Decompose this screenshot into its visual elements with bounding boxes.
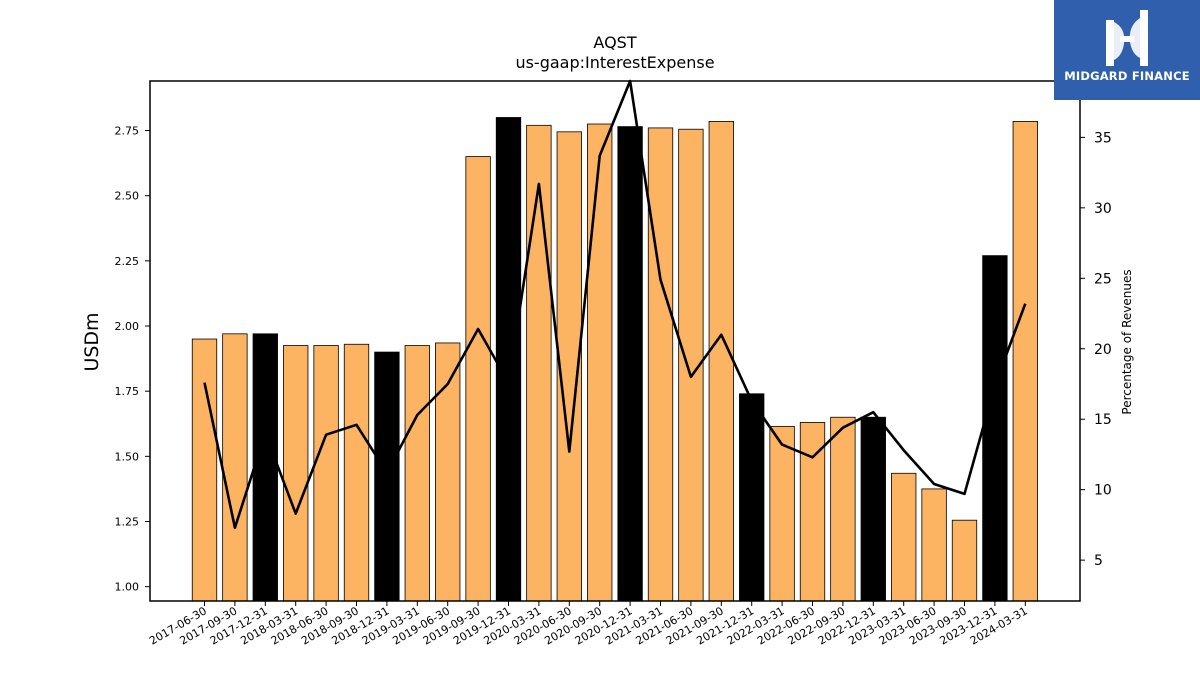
- bar-2022-03-31: [769, 425, 795, 602]
- bar-2022-06-30: [799, 422, 826, 602]
- bar-2019-12-31: [495, 117, 522, 602]
- bar-2023-12-31: [982, 255, 1008, 602]
- y-tick-label: 2.50: [115, 190, 140, 203]
- line-layer: [203, 79, 1027, 530]
- y2-tick-label: 5: [1094, 553, 1103, 569]
- bar-2017-09-30: [222, 333, 248, 602]
- bar-2018-03-31: [283, 345, 309, 602]
- bar-2018-12-31: [374, 351, 400, 602]
- y-tick-label: 1.50: [115, 450, 140, 463]
- logo-mark-icon: [1106, 10, 1148, 66]
- y-axis-label: USDm: [81, 312, 103, 371]
- y-tick-label: 2.25: [115, 255, 140, 268]
- y-tick-label: 1.00: [115, 581, 140, 594]
- y-tick-label: 2.75: [115, 125, 140, 138]
- chart-subtitle: us-gaap:InterestExpense: [515, 53, 714, 72]
- bar-2018-06-30: [313, 345, 339, 602]
- logo-text: MIDGARD FINANCE: [1064, 69, 1190, 83]
- bar-2018-09-30: [343, 343, 370, 602]
- bars: [191, 117, 1038, 602]
- y2-tick-label: 10: [1094, 483, 1112, 499]
- percentage-line: [203, 79, 1027, 530]
- y2-axis-label: Percentage of Revenues: [1120, 269, 1134, 414]
- y2-tick-label: 25: [1094, 271, 1112, 287]
- chart-title: AQST: [593, 33, 636, 52]
- bar-2022-09-30: [830, 416, 856, 602]
- bar-2021-12-31: [739, 393, 765, 602]
- y-tick-label: 1.25: [115, 516, 140, 529]
- bar-2023-03-31: [891, 472, 917, 602]
- y2-tick-label: 15: [1094, 412, 1112, 428]
- bar-2020-12-31: [617, 126, 643, 602]
- bar-2017-12-31: [252, 333, 278, 602]
- bar-2024-03-31: [1012, 121, 1038, 602]
- bar-2021-09-30: [708, 121, 734, 602]
- plot-frame: [149, 80, 1081, 602]
- bar-2019-03-31: [404, 345, 430, 602]
- y2-tick-label: 35: [1094, 130, 1112, 146]
- midgard-finance-logo: MIDGARD FINANCE: [1054, 0, 1200, 100]
- bar-2023-09-30: [951, 519, 978, 602]
- y2-axis: 5 10 15 20 25 30 35: [1080, 130, 1112, 569]
- bar-2021-03-31: [647, 127, 674, 602]
- y-axis: 1.00 1.25 1.50 1.75 2.00 2.25 2.50 2.75: [115, 125, 150, 594]
- bar-2020-03-31: [526, 124, 552, 602]
- y-tick-label: 2.00: [115, 320, 140, 333]
- bar-2019-09-30: [465, 156, 491, 602]
- x-axis: 2017-06-302017-09-302017-12-312018-03-31…: [147, 601, 1030, 648]
- bar-2022-12-31: [860, 416, 886, 602]
- bar-2017-06-30: [191, 338, 218, 602]
- bar-2023-06-30: [921, 488, 947, 602]
- bar-2020-09-30: [587, 123, 613, 602]
- y2-tick-label: 30: [1094, 201, 1112, 217]
- y-tick-label: 1.75: [115, 385, 140, 398]
- bar-2019-06-30: [435, 342, 461, 602]
- y2-tick-label: 20: [1094, 342, 1112, 358]
